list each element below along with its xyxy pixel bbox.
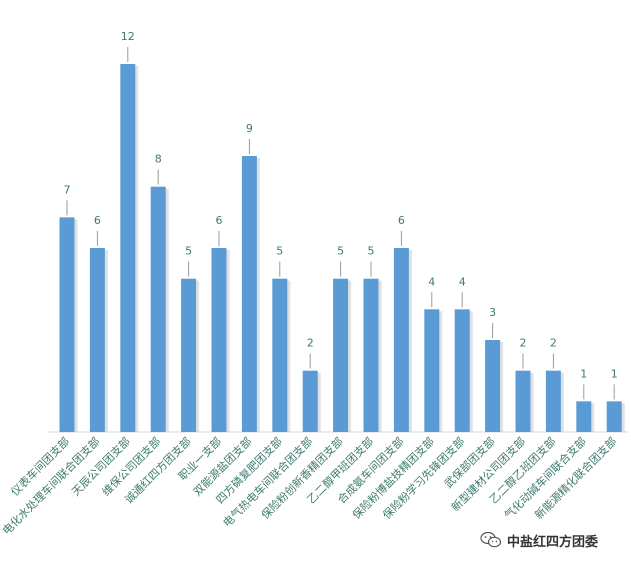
bar (515, 370, 531, 432)
bar (302, 370, 318, 432)
bar (545, 370, 561, 432)
bar (363, 278, 379, 432)
data-label: 6 (94, 214, 101, 227)
data-label: 7 (64, 183, 71, 196)
data-label: 4 (428, 275, 435, 288)
data-label: 2 (307, 337, 314, 350)
data-label: 2 (550, 337, 557, 350)
category-labels-group: 仪表车间团支部电化水处理车间联合团支部天辰公司团支部维保公司团支部诚通红四方团支… (0, 434, 619, 537)
watermark-text: 中盐红四方团委 (507, 534, 599, 550)
data-label: 9 (246, 122, 253, 135)
bar (454, 309, 470, 432)
watermark: 中盐红四方团委 (480, 528, 598, 552)
data-labels-group: 7 6 12 8 5 6 9 5 2 5 5 6 4 4 3 2 2 1 1 (64, 30, 618, 400)
data-label: 5 (368, 245, 375, 258)
data-label: 4 (459, 275, 466, 288)
bar (333, 278, 349, 432)
data-label: 2 (520, 337, 527, 350)
data-label: 1 (611, 367, 618, 380)
data-label: 6 (216, 214, 223, 227)
data-label: 5 (337, 245, 344, 258)
data-label: 6 (398, 214, 405, 227)
data-label: 3 (489, 306, 496, 319)
bar (120, 64, 136, 432)
bar (181, 278, 197, 432)
bar (89, 248, 105, 432)
bar (211, 248, 227, 432)
data-label: 8 (155, 153, 162, 166)
bar (150, 186, 166, 432)
bar (393, 248, 409, 432)
bar (241, 156, 257, 432)
bar (485, 340, 501, 432)
bar (59, 217, 75, 432)
wechat-icon (480, 531, 502, 548)
bar (272, 278, 288, 432)
bar (576, 401, 592, 432)
bar (424, 309, 440, 432)
data-label: 5 (185, 245, 192, 258)
data-label: 12 (121, 30, 135, 43)
data-label: 1 (580, 367, 587, 380)
bars-group (59, 64, 625, 432)
bar (606, 401, 622, 432)
data-label: 5 (276, 245, 283, 258)
